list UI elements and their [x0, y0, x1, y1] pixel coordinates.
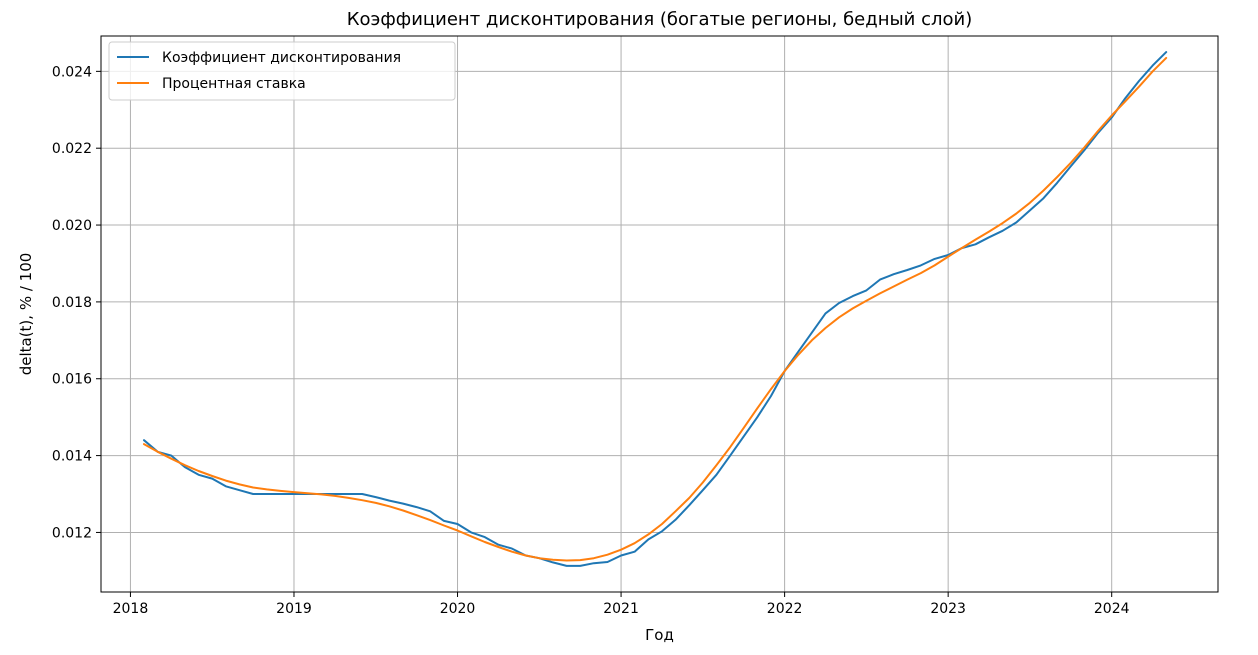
x-tick-label-2018: 2018 — [113, 601, 149, 617]
legend: Коэффициент дисконтирования Процентная с… — [108, 41, 456, 101]
y-tick-label-3: 0.018 — [52, 295, 92, 311]
axis-ticks: 2018 2019 2020 2021 2022 2023 2024 0.012 0.014 0.… — [52, 64, 1130, 617]
y-tick-label-6: 0.024 — [52, 64, 92, 80]
legend-label-interest-rate: Процентная ставка — [162, 76, 306, 92]
x-tick-label-2024: 2024 — [1094, 601, 1130, 617]
y-tick-label-4: 0.020 — [52, 218, 92, 234]
discount-factor-line — [143, 51, 1168, 567]
x-tick-label-2022: 2022 — [767, 601, 803, 617]
y-tick-label-5: 0.022 — [52, 141, 92, 157]
y-axis-label: delta(t), % / 100 — [17, 253, 35, 376]
x-tick-label-2023: 2023 — [930, 601, 966, 617]
interest-rate-line — [143, 56, 1168, 562]
legend-box — [108, 41, 456, 101]
legend-label-discount-factor: Коэффициент дисконтирования — [162, 50, 401, 66]
chart-title: Коэффициент дисконтирования (богатые рег… — [347, 9, 972, 30]
series-lines — [143, 51, 1168, 567]
y-tick-label-1: 0.014 — [52, 449, 92, 465]
x-tick-label-2020: 2020 — [440, 601, 476, 617]
x-tick-label-2021: 2021 — [603, 601, 639, 617]
y-tick-label-2: 0.016 — [52, 372, 92, 388]
grid — [101, 36, 1218, 592]
x-axis-label: Год — [645, 626, 674, 644]
x-tick-label-2019: 2019 — [276, 601, 312, 617]
plot-frame — [100, 35, 1219, 593]
y-tick-label-0: 0.012 — [52, 525, 92, 541]
